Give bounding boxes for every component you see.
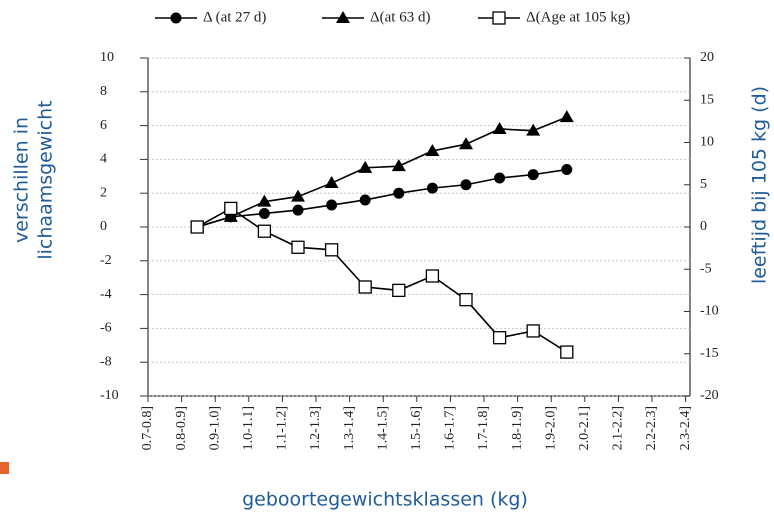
legend-label: Δ(Age at 105 kg)	[526, 9, 630, 25]
y-tick-label: -10	[100, 388, 119, 403]
x-tick-label: 1.7-1.8]	[476, 406, 491, 450]
x-axis-title: geboortegewichtsklassen (kg)	[242, 489, 528, 511]
y-tick-label: 2	[100, 185, 107, 200]
y-tick-label: 4	[100, 152, 107, 167]
decoration	[0, 462, 9, 474]
marker	[561, 164, 573, 176]
series-line	[196, 207, 568, 353]
marker	[223, 209, 238, 222]
y2-tick-label: -5	[700, 261, 712, 276]
y2-tick-label: 20	[700, 50, 714, 65]
x-tick-label: 2.0-2.1]	[577, 406, 592, 450]
y2-tick-label: -20	[700, 388, 719, 403]
marker	[224, 201, 238, 216]
marker	[257, 224, 272, 238]
marker	[560, 345, 574, 359]
marker	[559, 110, 574, 123]
x-tick-label: 1.5-1.6]	[409, 406, 424, 450]
x-tick-label: 1.2-1.3]	[308, 406, 323, 450]
x-tick-label: 1.4-1.5]	[375, 406, 390, 450]
y2-tick-label: 0	[700, 219, 707, 234]
marker	[425, 143, 440, 156]
marker	[460, 179, 472, 191]
x-tick-label: 2.2-2.3]	[644, 406, 659, 450]
x-tick-label: 0.7-0.8]	[140, 406, 155, 450]
x-tick-label: 2.1-2.2]	[611, 406, 626, 450]
marker	[324, 176, 339, 189]
x-tick-label: 1.1-1.2]	[275, 406, 290, 450]
marker	[492, 331, 507, 345]
y-axis-title: lichaamsgewicht	[35, 100, 57, 259]
x-tick-label: 1.6-1.7]	[443, 406, 458, 450]
y-tick-label: 6	[100, 118, 107, 133]
y2-tick-label: 15	[700, 92, 714, 107]
marker	[526, 324, 540, 338]
marker	[324, 243, 339, 257]
marker	[426, 182, 438, 194]
marker	[292, 204, 304, 216]
marker	[492, 121, 507, 134]
marker	[170, 12, 182, 24]
y-tick-label: -8	[100, 354, 112, 369]
marker	[393, 187, 405, 199]
marker	[257, 194, 272, 207]
marker	[459, 137, 473, 150]
y2-tick-label: 10	[700, 135, 714, 150]
marker	[291, 189, 305, 202]
y-tick-label: -4	[100, 287, 112, 302]
y2-axis-title: leeftijd bij 105 kg (d)	[749, 86, 771, 284]
series-line	[196, 168, 567, 228]
legend-label: Δ (at 27 d)	[203, 9, 266, 25]
y-tick-label: 10	[100, 50, 114, 65]
y2-tick-label: -10	[700, 304, 719, 319]
x-tick-label: 0.8-0.9]	[174, 406, 189, 450]
marker	[391, 159, 406, 172]
x-tick-label: 1.8-1.9]	[510, 406, 525, 450]
marker	[336, 11, 350, 23]
y2-tick-label: 5	[700, 177, 707, 192]
marker	[291, 240, 305, 254]
marker	[392, 283, 406, 298]
x-tick-label: 1.9-2.0]	[543, 406, 558, 450]
y-tick-label: -2	[100, 253, 112, 268]
marker	[459, 293, 473, 307]
marker	[526, 123, 541, 136]
legend-item: Δ(at 63 d)	[322, 9, 430, 25]
series-line	[196, 116, 568, 228]
marker	[358, 280, 372, 294]
marker	[190, 220, 204, 234]
x-tick-label: 1.0-1.1]	[241, 406, 256, 450]
legend-item: Δ(Age at 105 kg)	[478, 9, 630, 25]
y-tick-label: 8	[100, 84, 107, 99]
x-tick-label: 2.3-2.4]	[678, 406, 693, 450]
y-axis-title: verschillen in	[11, 117, 33, 243]
marker	[492, 11, 506, 25]
marker	[326, 199, 338, 211]
marker	[527, 169, 539, 181]
marker	[258, 207, 270, 219]
x-tick-label: 1.3-1.4]	[342, 406, 357, 450]
y-tick-label: 0	[100, 219, 107, 234]
y-tick-label: -6	[100, 321, 112, 336]
x-tick-label: 0.9-1.0]	[207, 406, 222, 450]
legend-item: Δ (at 27 d)	[155, 9, 266, 25]
marker	[358, 160, 373, 173]
marker	[359, 194, 371, 206]
y2-tick-label: -15	[700, 346, 719, 361]
marker	[425, 269, 440, 283]
marker	[494, 172, 506, 184]
legend-label: Δ(at 63 d)	[370, 9, 430, 25]
